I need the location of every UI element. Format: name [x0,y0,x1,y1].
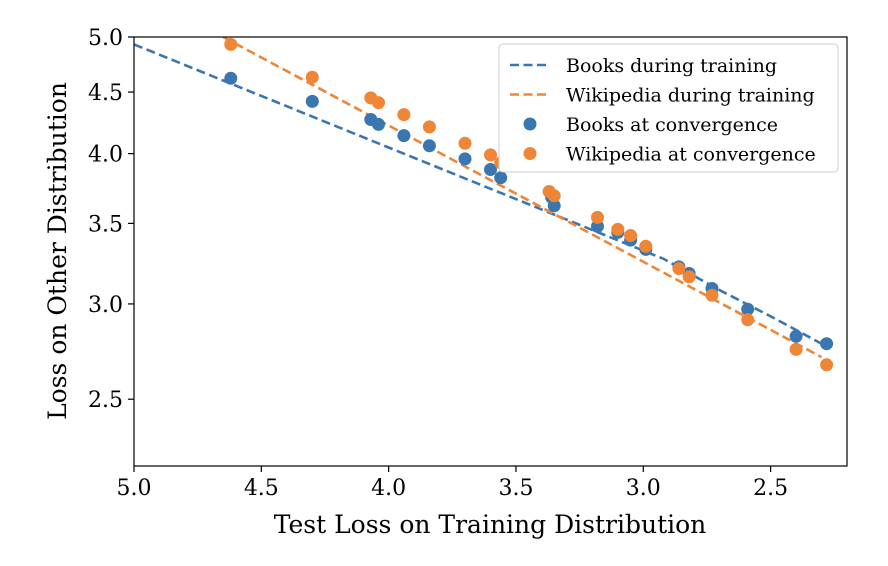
y-tick-label: 2.5 [88,388,123,413]
legend-label: Books at convergence [566,114,778,136]
x-tick-label: 5.0 [117,476,152,501]
legend-marker-swatch [523,147,537,160]
scatter-point [372,96,385,110]
legend-label: Books during training [566,55,777,77]
x-tick-label: 3.0 [626,476,661,501]
y-axis: 2.5 3.0 3.5 4.0 4.5 5.0 [88,26,134,413]
y-tick-label: 4.5 [88,81,123,106]
x-axis-label: Test Loss on Training Distribution [274,510,707,539]
scatter-point [397,108,411,122]
series-line [134,43,823,345]
scatter-point [224,71,238,85]
x-axis: 5.0 4.5 4.0 3.5 3.0 2.5 [117,466,788,501]
scatter-point [422,139,436,153]
x-tick-label: 4.0 [371,476,406,501]
scatter-point [494,171,508,185]
scatter-point [397,129,411,143]
scatter-point [611,222,625,236]
scatter-point [672,262,686,276]
scatter-point [741,302,755,316]
legend: Books during training Wikipedia during tr… [498,43,839,173]
y-tick-label: 3.0 [88,293,123,318]
scatter-point [820,337,834,351]
x-tick-label: 2.5 [753,476,788,501]
scatter-point [547,189,561,203]
scatter-point [305,94,319,108]
scatter-point [591,219,604,233]
scatter-point [820,358,834,372]
scatter-point [458,136,472,150]
scatter-point [422,120,436,134]
scatter-point [789,329,803,343]
y-axis-label: Loss on Other Distribution [43,82,72,420]
legend-marker-swatch [523,117,537,131]
scatter-point [639,239,653,253]
scatter-point [789,342,803,356]
legend-box [498,43,839,173]
y-tick-label: 4.0 [88,143,123,168]
scatter-point [547,199,561,213]
plot-frame [133,36,848,467]
y-tick-label: 5.0 [88,26,123,51]
scatter-point [741,313,755,327]
x-tick-label: 4.5 [244,476,279,501]
x-tick-label: 3.5 [498,476,533,501]
legend-label: Wikipedia at convergence [566,144,816,166]
plot-area [134,37,834,372]
scatter-point [484,163,497,176]
scatter-point [484,148,497,162]
scatter-point [372,117,385,131]
scatter-point [224,37,238,51]
scatter-point [305,70,319,84]
legend-label: Wikipedia during training [566,85,815,107]
scatter-point [458,152,472,166]
scatter-point [705,288,719,302]
y-tick-label: 3.5 [88,212,123,237]
series-line [222,37,823,359]
scatter-point [682,270,696,284]
scatter-point [591,210,604,224]
scatter-point [624,229,638,242]
